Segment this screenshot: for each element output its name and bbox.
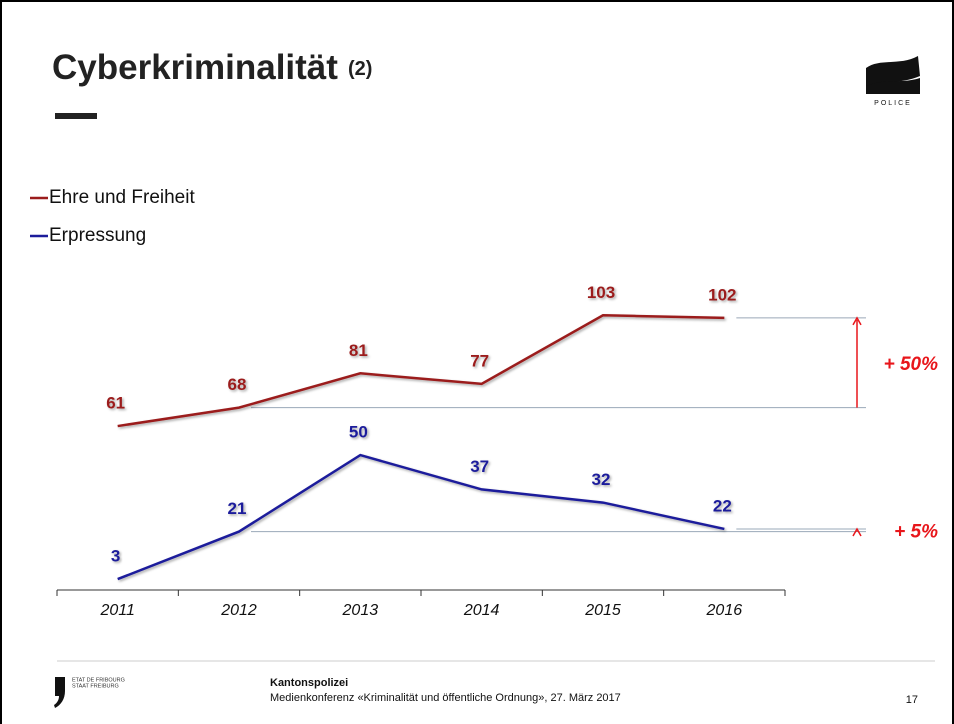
series-line xyxy=(117,314,725,428)
org-line1: ETAT DE FRIBOURG xyxy=(72,677,125,683)
page-number: 17 xyxy=(906,694,918,706)
legend-label: Erpressung xyxy=(49,225,146,246)
data-label: 32 xyxy=(592,470,611,489)
x-tick-label: 2011 xyxy=(99,602,134,619)
chart: Ehre und Freiheit Erpressung 2011 2012 2013 2… xyxy=(30,187,938,619)
data-label: 103 xyxy=(587,283,615,302)
data-label: 61 xyxy=(106,394,125,413)
change-annotation: + 5% xyxy=(894,521,938,542)
x-tick-label: 2014 xyxy=(463,602,500,619)
police-logo: POLICE xyxy=(866,56,920,107)
footer-event: Medienkonferenz «Kriminalität und öffent… xyxy=(270,692,621,704)
x-tick-label: 2016 xyxy=(706,602,743,619)
data-label: 22 xyxy=(713,496,732,515)
org-line2: STAAT FREIBURG xyxy=(72,683,119,689)
legend-label: Ehre und Freiheit xyxy=(49,187,195,208)
data-label: 3 xyxy=(111,547,120,566)
title-main: Cyberkriminalität xyxy=(52,48,338,87)
x-tick-label: 2015 xyxy=(584,602,621,619)
title-underline xyxy=(55,113,97,119)
data-label: 102 xyxy=(708,285,736,304)
fribourg-logo xyxy=(54,677,65,708)
data-label: 81 xyxy=(349,341,368,360)
series-line xyxy=(117,453,725,581)
data-label: 21 xyxy=(228,499,247,518)
arrow-head xyxy=(852,527,862,537)
arrow-head xyxy=(852,316,862,326)
data-label: 68 xyxy=(228,375,247,394)
x-tick-label: 2013 xyxy=(342,602,379,619)
logo-text: POLICE xyxy=(874,100,912,107)
x-tick-label: 2012 xyxy=(220,602,257,619)
slide-title: Cyberkriminalität (2) xyxy=(52,48,372,87)
change-annotation: + 50% xyxy=(884,354,939,375)
title-suffix: (2) xyxy=(348,58,372,80)
data-label: 37 xyxy=(470,457,489,476)
footer-unit: Kantonspolizei xyxy=(270,677,348,689)
data-label: 77 xyxy=(470,351,489,370)
data-label: 50 xyxy=(349,423,368,442)
